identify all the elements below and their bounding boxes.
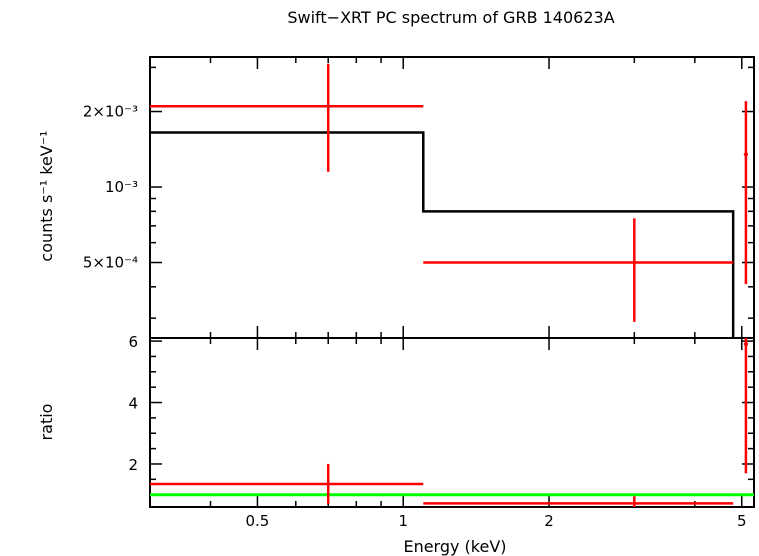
spectrum-panel: 2×10⁻³ 10⁻³ 5×10⁻⁴ <box>83 56 755 350</box>
top-y-axis-label: counts s⁻¹ keV⁻¹ <box>37 130 56 261</box>
x-tick-label: 5 <box>737 512 747 530</box>
spectrum-frame <box>149 56 755 339</box>
y-tick-label: 4 <box>128 395 138 413</box>
model-step-line <box>150 131 735 338</box>
ratio-panel: 0.5 1 2 5 2 4 6 <box>128 333 755 530</box>
bottom-y-axis-label: ratio <box>37 404 56 441</box>
x-tick-label: 2 <box>544 512 554 530</box>
ratio-data-point <box>743 338 748 474</box>
y-tick-label: 5×10⁻⁴ <box>83 254 138 272</box>
x-axis-label: Energy (keV) <box>403 537 506 556</box>
spectrum-data-point <box>423 218 734 322</box>
ratio-data-point <box>423 496 734 507</box>
chart-title: Swift−XRT PC spectrum of GRB 140623A <box>287 8 614 27</box>
y-tick-label: 2 <box>128 456 138 474</box>
y-tick-label: 10⁻³ <box>105 178 138 196</box>
spectrum-data-point <box>743 101 748 285</box>
ratio-frame <box>149 337 755 508</box>
ratio-data-point <box>150 463 424 504</box>
x-tick-label: 1 <box>398 512 408 530</box>
spectrum-data-point <box>150 63 424 172</box>
y-tick-label: 2×10⁻³ <box>83 103 138 121</box>
y-tick-label: 6 <box>128 333 138 351</box>
x-tick-label: 0.5 <box>246 512 270 530</box>
